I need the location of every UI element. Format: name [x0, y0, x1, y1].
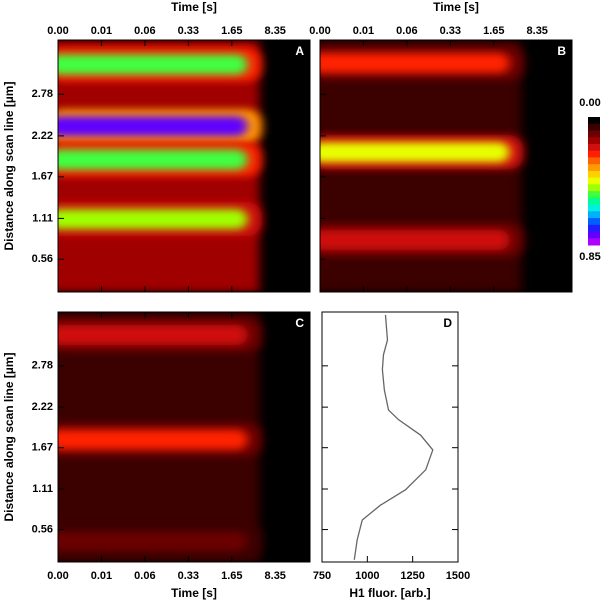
colorbar-label: 0.85: [579, 251, 600, 263]
colorbar-cell: [588, 231, 600, 239]
x-tick-label: 1.65: [221, 25, 242, 37]
y-tick-label: 2.78: [32, 88, 53, 100]
y-tick-label: 0.56: [32, 253, 53, 265]
colorbar-cell: [588, 184, 600, 192]
panel-letter: A: [295, 44, 304, 58]
colorbar-cell: [588, 157, 600, 165]
heatmap-band: [58, 324, 248, 345]
x-axis-title: Time [s]: [171, 586, 217, 600]
x-tick-label: 0.33: [178, 570, 199, 582]
x-axis-title: H1 fluor. [arb.]: [349, 586, 430, 600]
panel-letter: C: [295, 316, 304, 330]
colorbar-cell: [588, 123, 600, 131]
colorbar-cell: [588, 177, 600, 185]
x-tick-label: 1500: [446, 570, 470, 582]
y-tick-label: 1.11: [32, 483, 53, 495]
heatmap-band: [320, 142, 510, 163]
colorbar-cell: [588, 150, 600, 158]
colorbar-cell: [588, 197, 600, 206]
colorbar-cell: [588, 117, 600, 125]
x-axis-title: Time [s]: [171, 0, 217, 14]
x-tick-label: 0.00: [47, 25, 68, 37]
heatmap: [320, 40, 572, 292]
frame: [321, 311, 459, 563]
heatmap-band: [58, 209, 248, 230]
heatmap-band: [320, 53, 510, 74]
x-tick-label: 8.35: [265, 570, 286, 582]
colorbar-cell: [588, 191, 600, 199]
heatmap-band: [58, 116, 248, 137]
x-tick-label: 0.33: [178, 25, 199, 37]
x-tick-label: 0.01: [91, 570, 112, 582]
colorbar-cell: [588, 137, 600, 145]
frame: [57, 311, 311, 563]
y-tick-label: 0.56: [32, 523, 53, 535]
frame: [57, 39, 311, 293]
y-tick-label: 2.78: [32, 360, 53, 372]
x-axis-title: Time [s]: [433, 0, 479, 14]
heatmap: [58, 312, 310, 562]
x-tick-label: 0.00: [47, 570, 68, 582]
colorbar-cell: [588, 224, 600, 233]
heatmap: [58, 40, 310, 292]
y-axis-title: Distance along scan line [µm]: [2, 353, 16, 522]
y-tick-label: 1.67: [32, 442, 53, 454]
panel-letter: D: [443, 316, 452, 330]
y-axis-title: Distance along scan line [µm]: [2, 82, 16, 251]
x-tick-label: 0.06: [134, 25, 155, 37]
x-tick-label: 1.65: [221, 570, 242, 582]
heatmap-band: [58, 531, 248, 552]
x-tick-label: 1.65: [483, 25, 504, 37]
colorbar-cell: [588, 164, 600, 172]
x-tick-label: 750: [313, 570, 331, 582]
x-tick-label: 0.06: [134, 570, 155, 582]
heatmap-band: [58, 429, 248, 450]
colorbar-cell: [588, 204, 600, 212]
y-tick-label: 2.22: [32, 401, 53, 413]
heatmap-band: [58, 54, 248, 75]
colorbar-cell: [588, 170, 600, 179]
colorbar-label: 0.00: [579, 97, 600, 109]
frame: [319, 39, 573, 293]
x-tick-label: 8.35: [527, 25, 548, 37]
colorbar-cell: [588, 211, 600, 219]
heatmap-band: [58, 149, 248, 170]
colorbar-cell: [588, 143, 600, 152]
x-tick-label: 0.06: [396, 25, 417, 37]
colorbar-cell: [588, 130, 600, 138]
panel-letter: B: [557, 44, 566, 58]
y-tick-label: 2.22: [32, 130, 53, 142]
colorbar-cell: [588, 238, 600, 246]
x-tick-label: 1250: [400, 570, 424, 582]
heatmap-band: [320, 229, 510, 250]
x-tick-label: 0.00: [309, 25, 330, 37]
x-tick-label: 8.35: [265, 25, 286, 37]
x-tick-label: 1000: [355, 570, 379, 582]
x-tick-label: 0.33: [440, 25, 461, 37]
colorbar-cell: [588, 218, 600, 226]
line: [353, 314, 434, 560]
y-tick-label: 1.11: [32, 212, 53, 224]
x-tick-label: 0.01: [91, 25, 112, 37]
y-tick-label: 1.67: [32, 171, 53, 183]
x-tick-label: 0.01: [353, 25, 374, 37]
